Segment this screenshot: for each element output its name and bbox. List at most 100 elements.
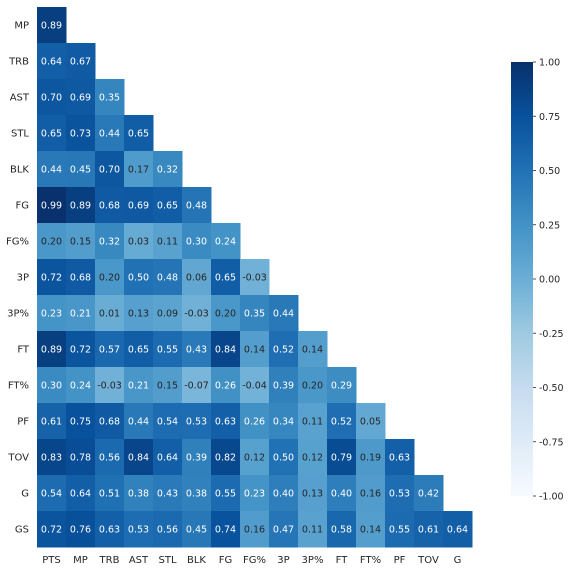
heatmap-cell-TRB-PTS [37,43,67,80]
cell-value-label: 0.43 [186,345,207,356]
heatmap-cell-TRB-MP [66,43,96,80]
heatmap-cell-G-STL [153,475,183,512]
cell-value-label: 0.54 [41,489,62,500]
heatmap-cell-BLK-PTS [37,151,67,188]
heatmap-cell-3P%-AST [124,295,154,332]
cell-value-label: 0.14 [360,525,381,536]
y-tick-label: FT% [8,381,29,392]
heatmap-cell-TOV-PTS [37,439,67,476]
y-tick-label: TOV [7,453,29,464]
cell-value-label: 0.20 [302,381,323,392]
y-tick-label: PF [17,417,29,428]
cell-value-label: 0.21 [128,381,149,392]
cell-value-label: 0.72 [41,525,62,536]
x-tick-label: AST [129,555,149,566]
cell-value-label: 0.69 [70,93,91,104]
heatmap-cell-FT%-MP [66,367,96,404]
cell-value-label: 0.65 [215,273,236,284]
heatmap-cell-AST-TRB [95,79,125,116]
cell-value-label: 0.17 [128,165,149,176]
y-tick-label: FG [15,201,29,212]
heatmap-cell-PF-FG [211,403,241,440]
cell-value-label: 0.51 [99,489,120,500]
heatmap-cell-GS-FT% [356,511,386,548]
cell-value-label: 0.72 [41,273,62,284]
cell-value-label: 0.12 [302,453,323,464]
cell-value-label: 0.69 [128,201,149,212]
heatmap-cell-PF-FT [327,403,357,440]
heatmap-cell-3P-STL [153,259,183,296]
cell-value-label: 0.74 [215,525,236,536]
cell-value-label: 0.63 [389,453,410,464]
x-tick-label: FG [219,555,233,566]
heatmap-cell-TOV-FG% [240,439,270,476]
heatmap-cell-G-FG [211,475,241,512]
heatmap-cell-3P%-STL [153,295,183,332]
heatmap-cell-GS-FT [327,511,357,548]
heatmap-cell-FG%-MP [66,223,96,260]
heatmap-cell-3P%-MP [66,295,96,332]
heatmap-cell-FG-STL [153,187,183,224]
heatmap-cell-GS-STL [153,511,183,548]
cell-value-label: 0.89 [70,201,91,212]
y-tick-label: FT [17,345,30,356]
heatmap-cell-FT-3P [269,331,299,368]
heatmap-cell-FT-PTS [37,331,67,368]
cell-value-label: 0.58 [331,525,352,536]
y-tick-label: BLK [10,165,29,176]
cell-value-label: 0.47 [273,525,294,536]
cell-value-label: 0.42 [418,489,439,500]
cell-value-label: 0.52 [331,417,352,428]
cell-value-label: 0.63 [99,525,120,536]
cell-value-label: 0.53 [389,489,410,500]
x-tick-label: TRB [99,555,120,566]
heatmap-cell-G-FT% [356,475,386,512]
heatmap-cell-3P-PTS [37,259,67,296]
cell-value-label: 0.48 [157,273,178,284]
heatmap-cell-FT%-FG% [240,367,270,404]
heatmap-cell-FT%-FT [327,367,357,404]
cell-value-label: -0.03 [97,381,122,392]
cell-value-label: 0.75 [70,417,91,428]
heatmap-cell-FT%-PTS [37,367,67,404]
heatmap-cell-GS-TRB [95,511,125,548]
heatmap-cell-PF-AST [124,403,154,440]
cell-value-label: 0.64 [70,489,91,500]
cell-value-label: 0.45 [186,525,207,536]
heatmap-cell-GS-BLK [182,511,212,548]
heatmap-cell-PF-3P [269,403,299,440]
cell-value-label: 0.61 [418,525,439,536]
heatmap-cell-GS-3P% [298,511,328,548]
cell-value-label: 0.01 [99,309,120,320]
heatmap-cell-FT%-3P% [298,367,328,404]
heatmap-cell-FT%-BLK [182,367,212,404]
heatmap-cell-G-FG% [240,475,270,512]
heatmap-cell-GS-3P [269,511,299,548]
heatmap-cell-3P-TRB [95,259,125,296]
heatmap-cell-GS-AST [124,511,154,548]
cell-value-label: 0.53 [186,417,207,428]
cell-value-label: 0.68 [99,201,120,212]
cell-value-label: 0.11 [157,237,178,248]
heatmap-cell-FT-BLK [182,331,212,368]
cell-value-label: 0.43 [157,489,178,500]
cell-value-label: 0.68 [70,273,91,284]
cell-value-label: 0.99 [41,201,62,212]
heatmap-cell-GS-FG% [240,511,270,548]
cell-value-label: 0.70 [99,165,120,176]
heatmap-cell-FT-3P% [298,331,328,368]
cell-value-label: 0.20 [41,237,62,248]
colorbar-tick-label: 1.00 [539,58,560,69]
colorbar-tick-label: 0.50 [539,166,560,177]
cell-value-label: 0.55 [157,345,178,356]
cell-value-label: 0.23 [41,309,62,320]
x-tick-label: PF [394,555,406,566]
cell-value-label: 0.57 [99,345,120,356]
heatmap-cell-FG-AST [124,187,154,224]
cell-value-label: 0.67 [70,57,91,68]
heatmap-cell-FG%-PTS [37,223,67,260]
heatmap-cell-3P%-TRB [95,295,125,332]
colorbar-tick-label: 0.25 [539,220,560,231]
cell-value-label: 0.61 [41,417,62,428]
x-tick-label: BLK [187,555,206,566]
